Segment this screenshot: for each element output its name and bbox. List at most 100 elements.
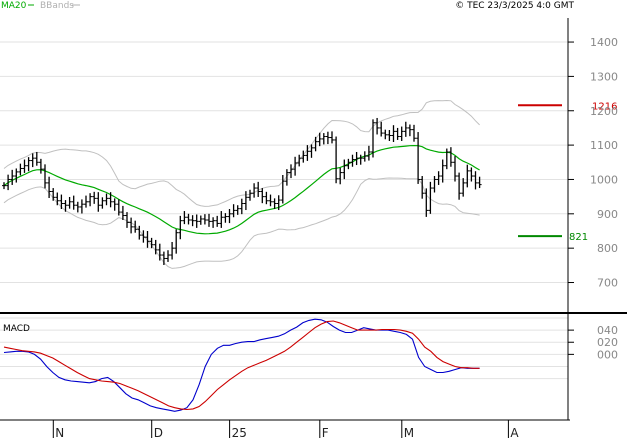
ohlc-bar (227, 209, 232, 224)
ohlc-bar (428, 181, 433, 214)
x-tick-label: M (404, 426, 414, 440)
price-tick-label: 900 (597, 208, 618, 221)
ohlc-bar (432, 176, 437, 193)
ma20-path (3, 144, 480, 235)
ohlc-bar (448, 147, 453, 167)
price-bars (2, 117, 482, 265)
ohlc-bar (284, 169, 289, 186)
x-tick-label: F (322, 426, 329, 440)
ohlc-bar (321, 133, 326, 145)
ohlc-bar (420, 176, 425, 199)
ohlc-bar (182, 211, 187, 225)
ohlc-bar (362, 151, 367, 162)
ohlc-bar (395, 127, 400, 140)
ohlc-bar (469, 167, 474, 182)
macd-title: MACD (3, 324, 30, 334)
ohlc-bar (120, 205, 125, 220)
ohlc-bar (334, 136, 339, 184)
ohlc-bar (330, 131, 334, 144)
ohlc-bar (157, 243, 162, 261)
x-tick-label: N (55, 426, 64, 440)
ohlc-bar (116, 199, 121, 216)
ohlc-bar (338, 167, 343, 185)
ohlc-bar (264, 191, 269, 205)
ohlc-bar (129, 217, 134, 234)
ohlc-bar (387, 129, 392, 141)
price-tick-label: 800 (597, 242, 618, 255)
ohlc-bar (190, 215, 195, 227)
ohlc-bar (174, 229, 179, 254)
ohlc-bar (43, 164, 47, 189)
macd-lines (3, 318, 480, 412)
ohlc-bar (207, 213, 211, 227)
ohlc-bar (243, 191, 248, 211)
ohlc-bar (100, 197, 105, 209)
ohlc-bar (112, 198, 117, 211)
ohlc-bar (18, 163, 23, 176)
ohlc-bar (379, 121, 384, 137)
ohlc-bar (248, 189, 252, 201)
price-tick-label: 1200 (590, 105, 618, 118)
ohlc-bar (96, 192, 101, 212)
ohlc-bar (412, 124, 416, 142)
ohlc-bar (358, 154, 363, 165)
ohlc-bar (354, 151, 359, 166)
ohlc-bar (30, 153, 35, 168)
price-tick-label: 700 (597, 277, 618, 290)
bband-upper (3, 99, 480, 207)
macd-tick-label: 000 (597, 348, 618, 361)
copyright-text: © TEC 23/3/2025 4:0 GMT (455, 1, 574, 11)
ohlc-bar (2, 182, 6, 190)
ohlc-bar (465, 164, 470, 188)
ohlc-bar (346, 158, 351, 170)
ohlc-bar (317, 132, 322, 147)
ohlc-bar (22, 159, 27, 173)
ohlc-bar (145, 230, 150, 248)
ohlc-bar (305, 145, 310, 161)
ohlc-bar (289, 164, 293, 179)
price-tick-label: 1000 (590, 173, 618, 186)
ohlc-bar (211, 217, 216, 228)
ohlc-bar (161, 251, 166, 265)
legend-bbands: BBands (40, 1, 74, 11)
macd-line (3, 318, 480, 412)
ohlc-bar (38, 158, 43, 174)
ohlc-bar (416, 132, 421, 184)
ohlc-bar (75, 201, 80, 213)
ohlc-bar (256, 181, 261, 197)
ohlc-bar (272, 198, 277, 210)
ohlc-bar (375, 117, 380, 135)
ohlc-bar (186, 213, 191, 225)
ohlc-bar (383, 129, 388, 140)
price-grid (0, 41, 568, 284)
ohlc-bar (47, 176, 52, 199)
ohlc-bar (59, 194, 64, 210)
ohlc-bar (194, 214, 199, 228)
ohlc-bar (309, 144, 314, 158)
ohlc-bar (79, 199, 84, 214)
price-highlights: 1216 821 (518, 101, 617, 243)
ohlc-bar (477, 176, 482, 189)
ohlc-bar (137, 225, 142, 240)
ohlc-bar (457, 172, 462, 200)
ohlc-bar (260, 188, 265, 204)
ohlc-bar (108, 192, 113, 208)
x-axis: N D 25 F M A (52, 420, 519, 440)
ohlc-bar (424, 188, 429, 217)
ohlc-bar (88, 193, 93, 207)
price-panel: 1216 821 1400 1300 1200 1100 1000 900 800 700 (0, 36, 618, 290)
ohlc-bar (366, 145, 371, 161)
ohlc-bar (436, 171, 441, 185)
ohlc-bar (276, 195, 281, 211)
ohlc-bar (51, 188, 56, 201)
ma20-line (3, 144, 480, 235)
ohlc-bar (104, 193, 109, 206)
ohlc-bar (313, 136, 318, 152)
ohlc-bar (166, 250, 170, 262)
ohlc-bar (6, 174, 11, 191)
ohlc-bar (297, 154, 302, 167)
price-tick-label: 1400 (590, 36, 618, 49)
